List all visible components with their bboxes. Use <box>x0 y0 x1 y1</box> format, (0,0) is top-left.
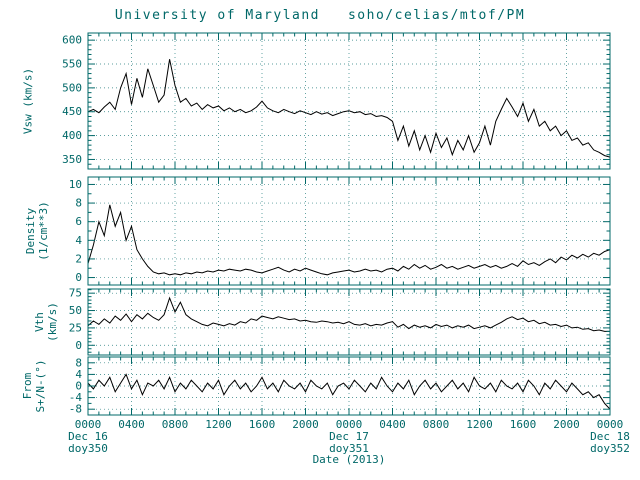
ytick-label: 4 <box>75 234 82 247</box>
ytick-label: 2 <box>75 252 82 265</box>
ytick-label: 10 <box>69 178 82 191</box>
xtick-label: 0000 <box>75 418 102 431</box>
grid-lines <box>88 33 610 169</box>
ytick-label: 400 <box>62 129 82 142</box>
ylabel-vth: Vth (km/s) <box>33 302 59 342</box>
panel-vth: 0 25 50 75 <box>69 287 611 356</box>
y-tick-labels: 0 25 50 75 <box>69 287 82 352</box>
ylabel-vth-line2: (km/s) <box>46 302 59 342</box>
ytick-label: 8 <box>75 197 82 210</box>
xtick-label: 1600 <box>510 418 537 431</box>
xtick-label: 1200 <box>466 418 493 431</box>
ytick-label: 4 <box>75 368 82 381</box>
ytick-label: 550 <box>62 58 82 71</box>
xtick-label: 1200 <box>205 418 232 431</box>
xtick-label: 0000 <box>336 418 363 431</box>
x-axis-title: Date (2013) <box>312 453 386 466</box>
ytick-label: 0 <box>75 339 82 352</box>
date-marker-dec17-doy: doy351 <box>329 441 369 455</box>
ytick-label: 350 <box>62 153 82 166</box>
ylabel-density-line1: Density <box>24 207 37 255</box>
ylabel-vth-line1: Vth <box>33 312 46 332</box>
ylabel-ns-angle-line2: S+/N-(°) <box>34 359 47 413</box>
xtick-label: 2000 <box>292 418 319 431</box>
panel-density: 0 2 4 6 8 10 <box>69 176 611 286</box>
ylabel-ns-angle: From S+/N-(°) <box>21 360 47 413</box>
ylabel-density-line2: (1/cm**3) <box>37 201 50 261</box>
ylabel-density: Density (1/cm**3) <box>24 201 50 261</box>
y-tick-labels: 0 2 4 6 8 10 <box>69 178 83 284</box>
date-marker-dec17-date: Dec 17 <box>329 430 369 443</box>
axis-ticks <box>88 357 610 415</box>
plot-title: University of Maryland soho/celias/mtof/… <box>114 8 526 23</box>
grid-lines <box>88 357 610 415</box>
xtick-label: 0400 <box>379 418 406 431</box>
axis-ticks <box>88 177 610 285</box>
date-marker-dec18-doy: doy352 <box>590 441 630 455</box>
ytick-label: -8 <box>69 403 82 416</box>
ytick-label: 6 <box>75 215 82 228</box>
date-marker-dec18-date: Dec 18 <box>590 430 630 443</box>
grid-lines <box>88 177 610 285</box>
x-tick-labels: 0000 0400 0800 1200 1600 2000 0000 0400 0800 1200… <box>75 418 624 431</box>
date-marker-dec18: Dec 18 doy352 <box>590 431 630 454</box>
ylabel-ns-angle-line1: From <box>21 372 34 400</box>
date-marker-dec16: Dec 16 doy350 <box>68 431 108 454</box>
date-marker-dec17: Dec 17 doy351 <box>329 431 369 454</box>
date-marker-dec16-date: Dec 16 <box>68 430 108 443</box>
ylabel-vsw: Vsw (km/s) <box>22 68 35 134</box>
xtick-label: 2000 <box>553 418 580 431</box>
ytick-label: 8 <box>75 356 82 369</box>
ytick-label: 25 <box>69 321 82 334</box>
ns_angle-data-line <box>87 373 611 410</box>
ytick-label: 0 <box>75 271 82 284</box>
xtick-label: 0800 <box>423 418 450 431</box>
panel-vsw: 350 400 450 500 550 600 <box>62 32 611 170</box>
xtick-label: 0400 <box>118 418 145 431</box>
ytick-label: 500 <box>62 81 82 94</box>
ytick-label: -4 <box>69 391 83 404</box>
ytick-label: 0 <box>75 380 82 393</box>
ytick-label: 450 <box>62 105 82 118</box>
ylabel-vsw-text: Vsw (km/s) <box>21 67 35 135</box>
vsw-data-line <box>87 59 611 158</box>
xtick-label: 0000 <box>597 418 624 431</box>
xtick-label: 0800 <box>162 418 189 431</box>
axis-ticks <box>88 289 610 355</box>
ytick-label: 600 <box>62 34 82 47</box>
axis-ticks <box>88 33 610 169</box>
date-marker-dec16-doy: doy350 <box>68 441 108 455</box>
density-data-line <box>87 204 611 276</box>
ytick-label: 50 <box>69 304 82 317</box>
ytick-label: 75 <box>69 287 82 300</box>
xtick-label: 1600 <box>249 418 276 431</box>
y-tick-labels: 350 400 450 500 550 600 <box>62 34 82 166</box>
vth-data-line <box>87 296 610 332</box>
